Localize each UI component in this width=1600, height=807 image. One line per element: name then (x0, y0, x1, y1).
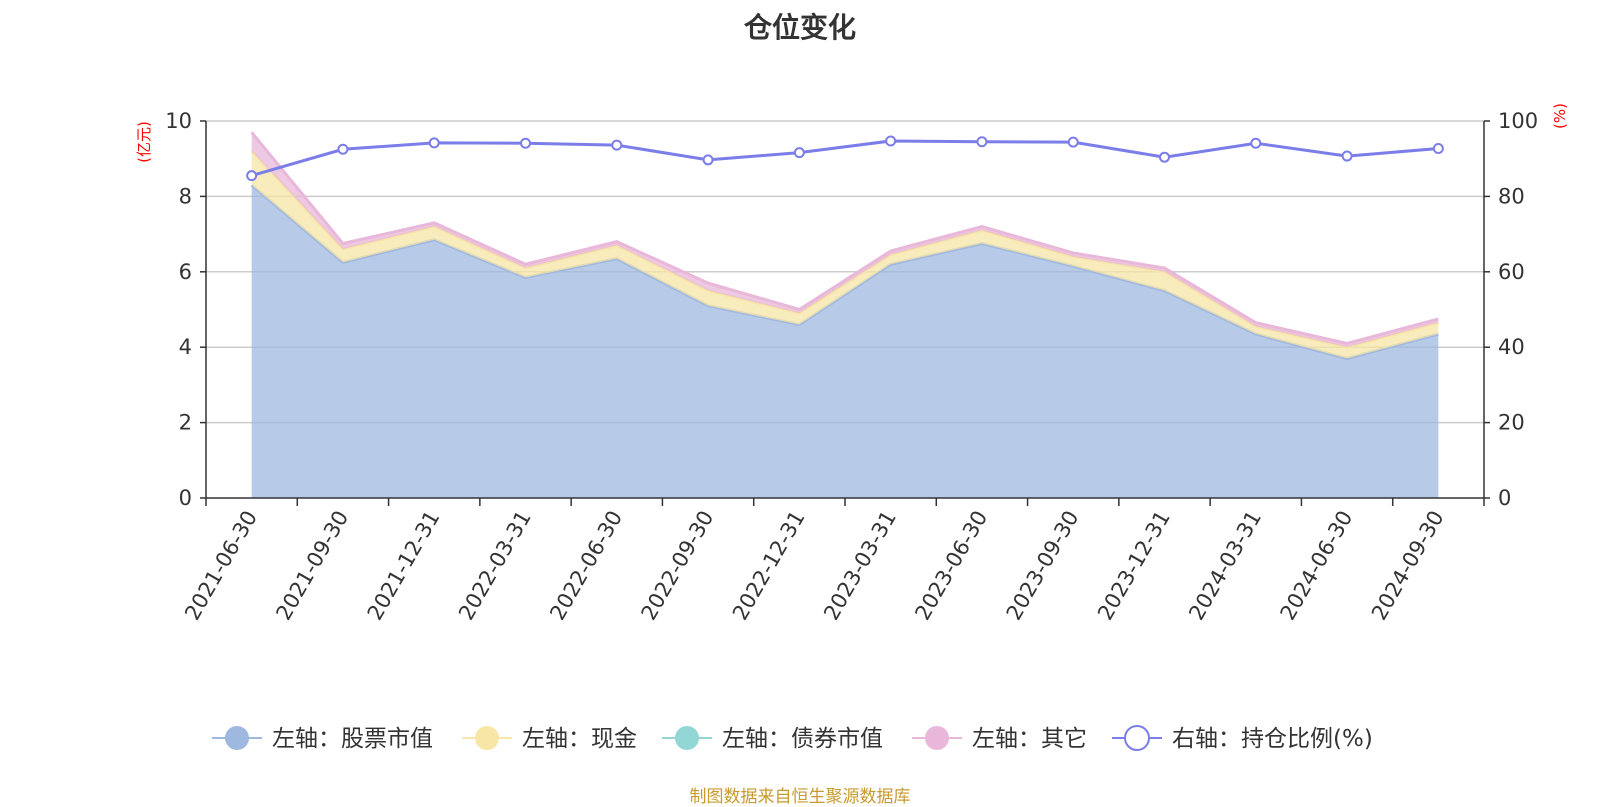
stacked-areas (250, 131, 1439, 498)
ratio-point (793, 147, 805, 159)
x-tick-label: 2023-09-30 (1002, 507, 1084, 625)
legend-marker (675, 726, 699, 750)
legend-marker (475, 726, 499, 750)
chart-title: 仓位变化 (743, 11, 856, 44)
ratio-point (611, 139, 623, 151)
left-tick-label: 0 (179, 486, 192, 510)
right-tick-label: 80 (1498, 184, 1525, 208)
ratio-point (1250, 137, 1262, 149)
left-tick-label: 10 (165, 109, 192, 133)
x-tick-label: 2021-12-31 (363, 507, 445, 625)
ratio-point (1067, 136, 1079, 148)
legend-item[interactable]: 左轴：现金 (462, 726, 637, 752)
right-tick-label: 60 (1498, 260, 1525, 284)
legend-marker (925, 726, 949, 750)
x-tick-label: 2021-06-30 (180, 507, 262, 625)
ratio-point (976, 136, 988, 148)
right-axis-unit-label: (%) (1551, 103, 1569, 129)
ratio-point (702, 154, 714, 166)
x-tick-label: 2022-03-31 (454, 507, 536, 625)
x-tick-label: 2023-06-30 (910, 507, 992, 625)
x-tick-label: 2021-09-30 (271, 507, 353, 625)
source-note: 制图数据来自恒生聚源数据库 (689, 787, 911, 807)
ratio-line (246, 135, 1444, 182)
legend-label: 左轴：债券市值 (722, 726, 883, 752)
legend: 左轴：股票市值 左轴：现金 左轴：债券市值 左轴：其它 右轴：持仓比例(%) (212, 725, 1373, 752)
ratio-line-path (251, 139, 1439, 178)
right-tick-label: 100 (1498, 109, 1538, 133)
x-tick-label: 2022-12-31 (728, 507, 810, 625)
x-tick-label: 2022-09-30 (637, 507, 719, 625)
ratio-point (1159, 151, 1170, 163)
legend-item[interactable]: 右轴：持仓比例(%) (1112, 725, 1373, 752)
legend-marker (225, 726, 249, 750)
area-左轴：现金 (251, 151, 1439, 359)
legend-label: 左轴：股票市值 (272, 726, 433, 752)
legend-label: 左轴：现金 (522, 726, 637, 752)
ratio-point (428, 137, 440, 149)
ratio-point (885, 135, 897, 147)
legend-label: 右轴：持仓比例(%) (1172, 726, 1373, 752)
legend-item[interactable]: 左轴：其它 (912, 726, 1087, 752)
x-tick-label: 2023-03-31 (819, 507, 901, 625)
legend-item[interactable]: 左轴：股票市值 (212, 726, 433, 752)
ratio-point (1432, 143, 1444, 155)
left-tick-label: 8 (179, 184, 192, 208)
x-tick-label: 2023-12-31 (1093, 507, 1175, 625)
x-tick-label: 2024-03-31 (1184, 507, 1266, 625)
legend-item[interactable]: 左轴：债券市值 (662, 726, 883, 752)
right-tick-label: 20 (1498, 411, 1525, 435)
right-tick-label: 40 (1498, 335, 1525, 359)
ratio-point (337, 143, 349, 155)
left-tick-label: 4 (179, 335, 192, 359)
left-tick-label: 6 (179, 260, 192, 284)
ratio-point (246, 170, 258, 182)
left-axis-unit-label: (亿元) (135, 121, 153, 163)
legend-label: 左轴：其它 (972, 726, 1087, 752)
x-tick-label: 2024-09-30 (1367, 507, 1449, 625)
area-左轴：股票市值 (251, 185, 1439, 498)
area-edge-左轴：其它 (250, 131, 1439, 345)
x-tick-label: 2024-06-30 (1276, 507, 1358, 625)
x-tick-label: 2022-06-30 (545, 507, 627, 625)
right-tick-label: 0 (1498, 486, 1511, 510)
ratio-point (520, 137, 531, 149)
ratio-point (1341, 150, 1353, 162)
legend-marker (1124, 725, 1150, 751)
left-tick-label: 2 (179, 411, 192, 435)
